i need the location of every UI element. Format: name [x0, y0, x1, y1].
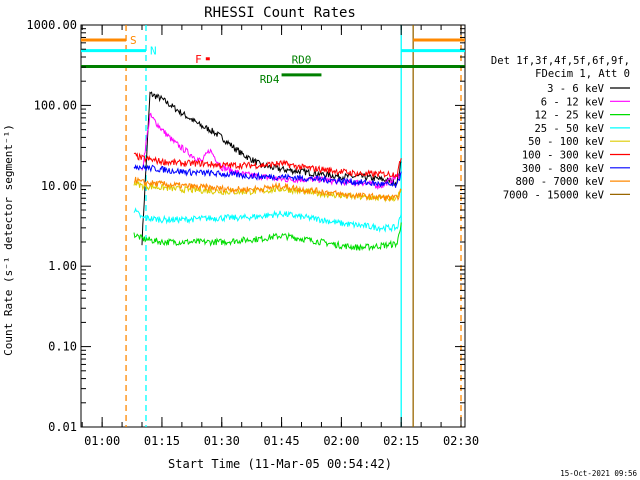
annotation-label: RD4 [260, 73, 280, 86]
series-line [141, 91, 402, 246]
legend-item-label: 7000 - 15000 keV [503, 189, 605, 201]
legend: Det 1f,3f,4f,5f,6f,9f, FDecim 1, Att 0 3… [491, 55, 630, 201]
y-tick-label: 1000.00 [26, 18, 77, 32]
chart-title: RHESSI Count Rates [204, 5, 356, 21]
x-tick-label: 02:15 [383, 434, 419, 448]
legend-item-label: 800 - 7000 keV [515, 176, 604, 188]
y-tick-label: 1.00 [48, 259, 77, 273]
series-line [133, 152, 402, 179]
series-line [133, 207, 402, 233]
plot-frame [80, 24, 466, 428]
x-axis: 01:00 01:15 01:30 01:45 02:00 02:15 02:30 [81, 25, 479, 448]
annotation-label: RD0 [292, 53, 312, 66]
legend-item-label: 3 - 6 keV [547, 83, 605, 95]
series-line [133, 176, 402, 202]
y-tick-label: 10.00 [41, 179, 77, 193]
annotation-label: N [150, 45, 157, 58]
legend-item-label: 50 - 100 keV [528, 136, 605, 148]
y-tick-label: 0.01 [48, 420, 77, 434]
legend-header-line-2: FDecim 1, Att 0 [535, 68, 630, 80]
x-tick-label: 02:00 [323, 434, 359, 448]
series-line [133, 222, 402, 252]
y-tick-label: 100.00 [34, 98, 77, 112]
x-tick-label: 02:30 [443, 434, 479, 448]
legend-header-line-1: Det 1f,3f,4f,5f,6f,9f, [491, 55, 630, 67]
x-axis-label: Start Time (11-Mar-05 00:54:42) [168, 457, 392, 471]
y-axis: 1000.00 100.00 10.00 1.00 0.10 0.01 [26, 18, 465, 434]
legend-item-label: 100 - 300 keV [522, 150, 605, 162]
series-line [133, 163, 402, 188]
annotation-label: F [195, 53, 202, 66]
legend-item-label: 25 - 50 keV [534, 123, 604, 135]
legend-item-label: 300 - 800 keV [522, 163, 605, 175]
footer-date: 15-Oct-2021 09:56 [560, 469, 637, 478]
y-axis-label: Count Rate (s⁻¹ detector segment⁻¹) [2, 124, 15, 356]
x-tick-label: 01:45 [264, 434, 300, 448]
plot-layer: SN F RD0 RD4 [81, 25, 465, 427]
x-tick-label: 01:00 [84, 434, 120, 448]
x-tick-label: 01:30 [204, 434, 240, 448]
legend-item-label: 6 - 12 keV [541, 96, 605, 108]
annotation-label: S [130, 34, 137, 47]
legend-item-label: 12 - 25 keV [534, 110, 604, 122]
y-tick-label: 0.10 [48, 340, 77, 354]
x-tick-label: 01:15 [144, 434, 180, 448]
